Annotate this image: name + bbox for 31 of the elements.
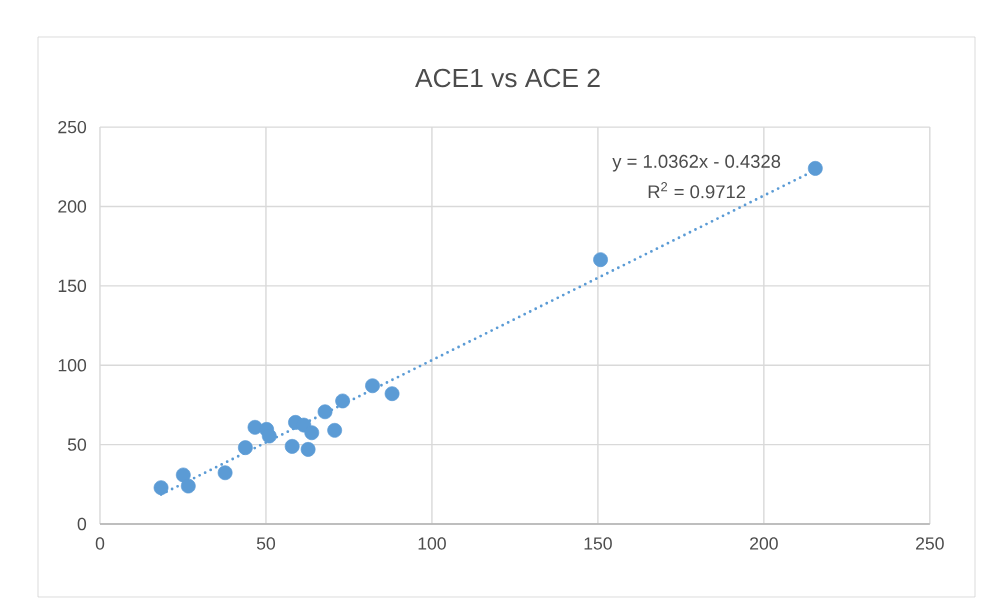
x-tick-label: 0 xyxy=(95,537,105,550)
point xyxy=(304,425,320,441)
point xyxy=(384,386,400,402)
point xyxy=(180,478,196,494)
point xyxy=(237,440,253,456)
point xyxy=(175,467,191,483)
point xyxy=(327,422,343,438)
y-tick-label: 100 xyxy=(58,359,87,372)
annotation: y = 1.0362x - 0.4328 xyxy=(612,154,781,172)
point xyxy=(365,378,380,394)
y-tick-label: 0 xyxy=(77,517,87,531)
x-tick-label: 50 xyxy=(256,537,276,550)
annotation: R$^{2}$ = 0.9712 xyxy=(648,182,746,199)
y-tick-label: 250 xyxy=(58,120,87,134)
x-tick-label: 100 xyxy=(418,537,446,550)
point xyxy=(284,439,300,454)
y-tick-label: 50 xyxy=(67,438,87,451)
x-tick-label: 250 xyxy=(916,537,944,550)
point xyxy=(593,252,608,268)
point xyxy=(217,465,233,481)
point xyxy=(153,480,169,496)
point xyxy=(807,160,823,176)
x-tick-label: 150 xyxy=(584,537,612,550)
point xyxy=(335,393,351,409)
y-tick-label: 150 xyxy=(58,279,87,293)
point xyxy=(261,428,277,444)
point xyxy=(317,404,333,420)
y-tick-label: 200 xyxy=(58,200,87,213)
x-tick-label: 200 xyxy=(750,537,778,550)
point xyxy=(300,442,316,457)
chart-title: ACE1 vs ACE 2 xyxy=(415,68,600,88)
